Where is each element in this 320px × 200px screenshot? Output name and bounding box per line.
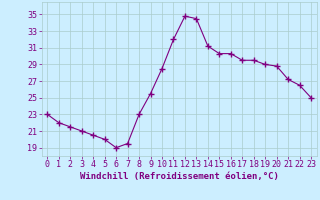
X-axis label: Windchill (Refroidissement éolien,°C): Windchill (Refroidissement éolien,°C) bbox=[80, 172, 279, 181]
